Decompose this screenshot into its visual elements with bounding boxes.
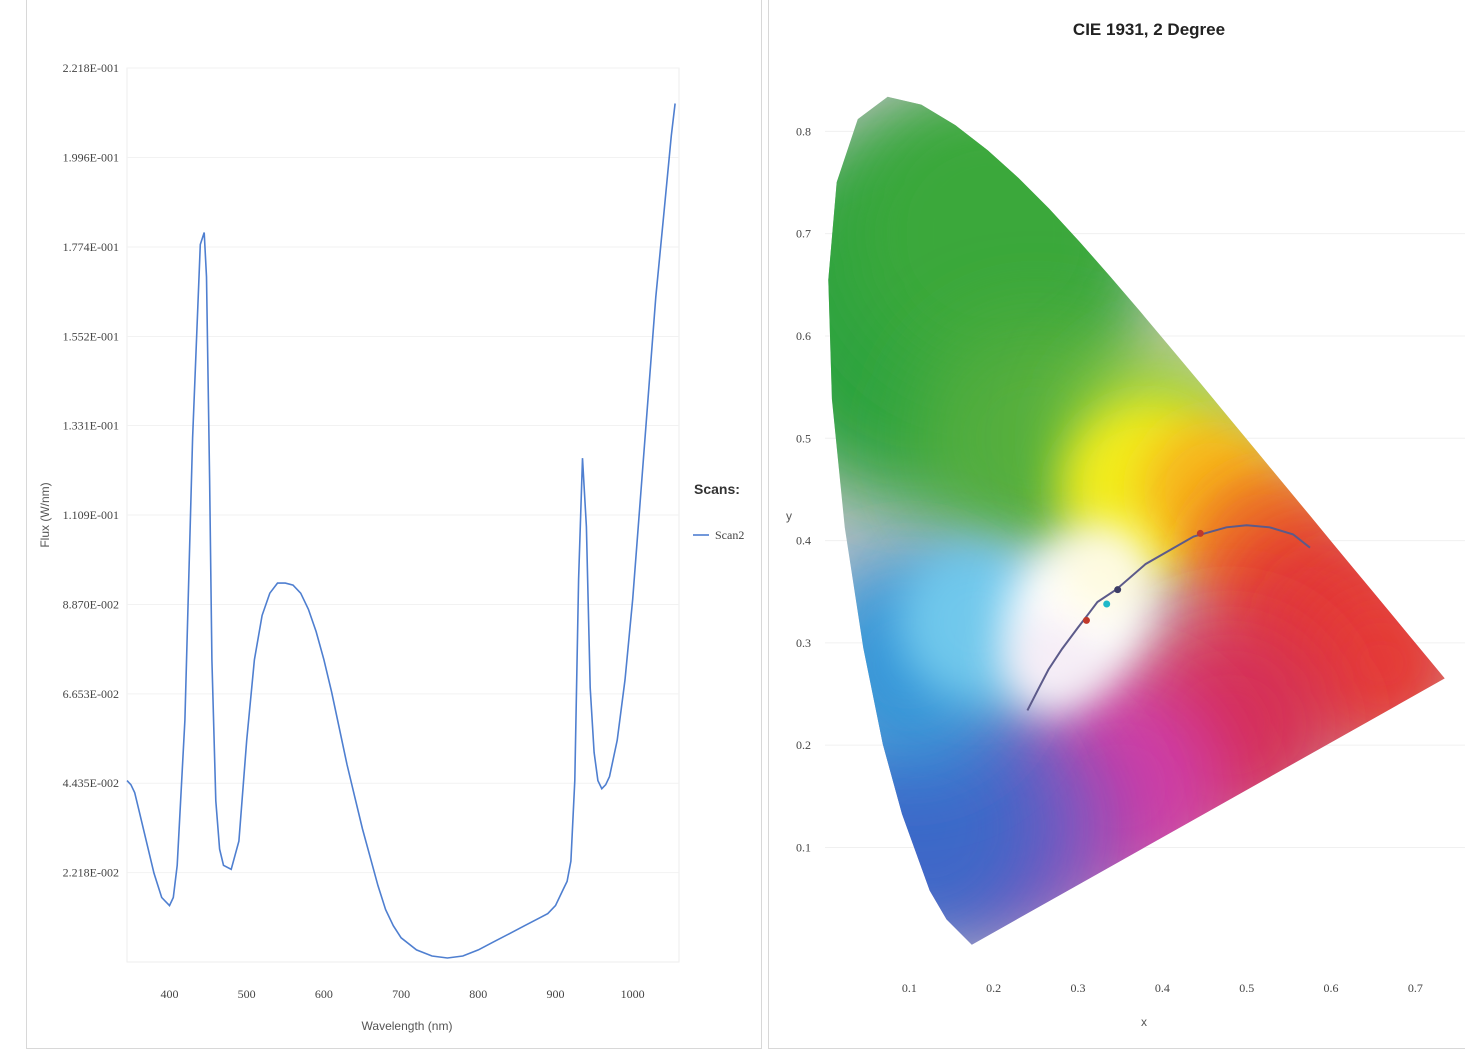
x-tick-label: 800 (469, 987, 487, 1001)
y-tick-label: 6.653E-002 (63, 687, 119, 701)
x-tick-label: 0.5 (1239, 981, 1254, 995)
y-tick-label: 8.870E-002 (63, 597, 119, 611)
x-tick-label: 0.6 (1324, 981, 1339, 995)
y-tick-label: 0.1 (796, 840, 811, 854)
x-axis-label: x (1141, 1015, 1147, 1029)
y-tick-label: 0.5 (796, 431, 811, 445)
x-tick-label: 0.3 (1071, 981, 1086, 995)
y-tick-label: 0.7 (796, 227, 811, 241)
spectrum-chart: 2.218E-002 4.435E-002 6.653E-002 8.870E-002… (38, 61, 744, 1033)
y-tick-label: 1.331E-001 (63, 419, 119, 433)
x-tick-label: 900 (546, 987, 564, 1001)
y-tick-label: 0.8 (796, 124, 811, 138)
y-tick-label: 1.774E-001 (63, 240, 119, 254)
chromaticity-point (1082, 616, 1090, 624)
y-tick-label: 1.996E-001 (63, 150, 119, 164)
x-tick-label: 0.2 (986, 981, 1001, 995)
y-tick-label: 0.3 (796, 636, 811, 650)
x-tick-label: 400 (160, 987, 178, 1001)
spectral-locus-gamut (828, 96, 1445, 945)
y-tick-label: 0.6 (796, 329, 811, 343)
y-axis-label: Flux (W/nm) (38, 482, 52, 547)
chromaticity-point (1114, 586, 1122, 594)
legend-title: Scans: (694, 481, 740, 497)
x-tick-label: 0.1 (902, 981, 917, 995)
chart-title: CIE 1931, 2 Degree (1073, 20, 1225, 39)
x-axis-label: Wavelength (nm) (362, 1019, 453, 1033)
y-tick-label: 0.2 (796, 738, 811, 752)
x-tick-label: 600 (315, 987, 333, 1001)
cie-chart-panel: 0.1 0.2 0.3 0.4 0.5 0.6 0.7 0.8 0.1 0.2 0.3 0.4 0.5… (768, 0, 1465, 1049)
x-tick-label: 0.7 (1408, 981, 1423, 995)
x-tick-label: 1000 (621, 987, 645, 1001)
y-tick-label: 1.109E-001 (63, 508, 119, 522)
legend-entry-scan2: Scan2 (715, 528, 744, 542)
chromaticity-point (1103, 600, 1111, 608)
cie-chromaticity-chart: 0.1 0.2 0.3 0.4 0.5 0.6 0.7 0.8 0.1 0.2 0.3 0.4 0.5… (786, 20, 1465, 1029)
y-tick-label: 4.435E-002 (63, 776, 119, 790)
series-line-scan2 (126, 103, 676, 959)
x-tick-label: 700 (392, 987, 410, 1001)
spectrum-chart-panel: 2.218E-002 4.435E-002 6.653E-002 8.870E-002… (26, 0, 762, 1049)
chromaticity-point (1196, 529, 1204, 537)
y-tick-label: 2.218E-002 (63, 866, 119, 880)
y-tick-label: 2.218E-001 (63, 61, 119, 75)
y-tick-label: 1.552E-001 (63, 329, 119, 343)
y-tick-label: 0.4 (796, 534, 811, 548)
x-tick-label: 0.4 (1155, 981, 1170, 995)
x-tick-label: 500 (238, 987, 256, 1001)
y-axis-label: y (786, 509, 792, 523)
